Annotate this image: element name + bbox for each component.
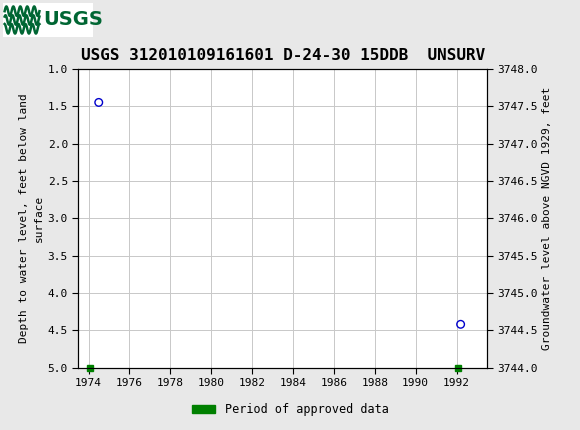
FancyBboxPatch shape (3, 3, 93, 37)
Legend: Period of approved data: Period of approved data (187, 398, 393, 421)
Point (94, 99, 103, 106)
Y-axis label: Depth to water level, feet below land
surface: Depth to water level, feet below land su… (20, 93, 44, 343)
Title: USGS 312010109161601 D-24-30 15DDB  UNSURV: USGS 312010109161601 D-24-30 15DDB UNSUR… (81, 49, 485, 64)
Y-axis label: Groundwater level above NGVD 1929, feet: Groundwater level above NGVD 1929, feet (542, 86, 552, 350)
Text: USGS: USGS (44, 10, 103, 30)
Point (456, 321, 465, 328)
